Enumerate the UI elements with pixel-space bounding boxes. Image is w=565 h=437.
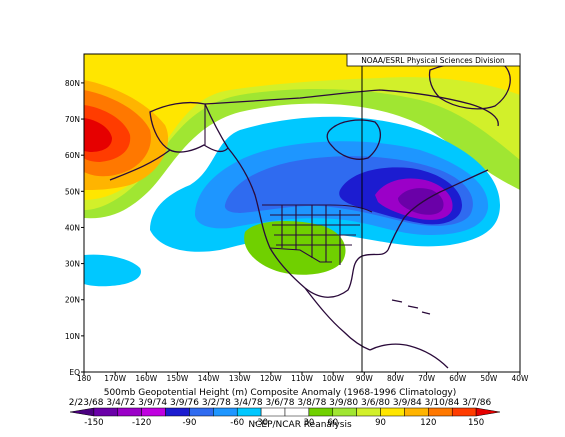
gulf-coast <box>304 249 389 298</box>
colorbar: -150 -120 -90 -60 -30 30 60 90 120 150 <box>69 407 501 428</box>
lon-tick-label: 120W <box>260 374 282 383</box>
lon-tick-label: 140W <box>198 374 220 383</box>
colorbar-swatch <box>69 407 95 417</box>
coastlines <box>109 61 511 369</box>
colorbar-swatch <box>93 407 119 417</box>
us-canada-border <box>262 204 373 213</box>
political-borders <box>204 104 373 265</box>
state-grid-1 <box>270 214 360 246</box>
colorbar-swatch <box>213 407 238 417</box>
colorbar-swatch <box>260 407 286 417</box>
colorbar-tick-label: -60 <box>230 418 244 428</box>
colorbar-swatch <box>380 407 405 417</box>
lat-tick-label: EQ <box>69 368 80 377</box>
colorbar-swatch <box>451 407 477 417</box>
colorbar-swatch <box>332 407 357 417</box>
longitude-axis: 180 170W 160W 150W 140W 130W 120W 110W 100W 90W 80… <box>77 372 529 383</box>
colorbar-swatch <box>284 407 310 417</box>
colorbar-tick-label: 90 <box>375 418 386 428</box>
positive-anomaly-gold <box>84 54 520 200</box>
lon-tick-label: 70W <box>418 374 436 383</box>
colorbar-tick-label: -30 <box>254 418 268 428</box>
colorbar-swatch <box>189 407 214 417</box>
map-plot-area <box>83 53 521 373</box>
lon-tick-label: 170W <box>104 374 126 383</box>
colorbar-tick-label: -120 <box>132 418 151 428</box>
canada-arctic <box>204 89 499 127</box>
east-coast <box>387 169 489 251</box>
anomaly-shading <box>84 54 520 287</box>
colorbar-swatch <box>141 407 166 417</box>
colorbar-tick-label: 120 <box>420 418 436 428</box>
caption-dates: 2/23/68 3/4/72 3/9/74 3/9/76 3/2/78 3/4/… <box>69 398 492 408</box>
lat-tick-label: 50N <box>65 187 80 196</box>
alaska-coast <box>149 101 229 153</box>
hudson-bay <box>326 119 381 160</box>
credit-text: NOAA/ESRL Physical Sciences Division <box>361 56 505 65</box>
lon-tick-label: 50W <box>480 374 498 383</box>
colorbar-tick-label: 30 <box>303 418 314 428</box>
caption-title: 500mb Geopotential Height (m) Composite … <box>104 388 457 398</box>
lon-tick-label: 130W <box>229 374 251 383</box>
colorbar-swatch <box>404 407 429 417</box>
lon-tick-label: 40W <box>512 374 530 383</box>
colorbar-swatch <box>165 407 190 417</box>
lon-tick-label: 110W <box>291 374 313 383</box>
colorbar-swatch <box>236 407 262 417</box>
lat-tick-label: 20N <box>65 296 80 305</box>
lon-tick-label: 90W <box>356 374 374 383</box>
lon-tick-label: 100W <box>322 374 344 383</box>
colorbar-tick-label: 150 <box>468 418 484 428</box>
colorbar-swatch <box>356 407 381 417</box>
lat-tick-label: 30N <box>65 260 80 269</box>
colorbar-tick-label: -150 <box>84 418 103 428</box>
lat-tick-label: 80N <box>65 79 80 88</box>
colorbar-swatch <box>428 407 453 417</box>
credit-box: NOAA/ESRL Physical Sciences Division <box>346 53 521 67</box>
lat-tick-label: 10N <box>65 332 80 341</box>
colorbar-swatch <box>308 407 334 417</box>
caribbean-islands <box>391 299 431 315</box>
lat-tick-label: 70N <box>65 115 80 124</box>
alaska-peninsula <box>109 149 171 181</box>
colorbar-tick-label: -90 <box>182 418 196 428</box>
lat-tick-label: 40N <box>65 223 80 232</box>
colorbar-swatch <box>475 407 501 417</box>
lat-tick-label: 60N <box>65 151 80 160</box>
lon-tick-label: 60W <box>449 374 467 383</box>
positive-anomaly-deepred <box>84 118 112 152</box>
south-america-north <box>369 343 449 369</box>
colorbar-swatch <box>117 407 142 417</box>
west-coast <box>227 147 306 289</box>
positive-anomaly-mexico <box>244 220 346 275</box>
latitude-axis: EQ 10N 20N 30N 40N 50N 60N 70N 80N <box>65 79 84 377</box>
lon-tick-label: 180 <box>77 374 92 383</box>
state-grid-2 <box>281 205 341 265</box>
lon-tick-label: 80W <box>387 374 405 383</box>
source-label: NCEP/NCAR Reanalysis <box>248 420 352 430</box>
lon-tick-label: 160W <box>135 374 157 383</box>
colorbar-tick-label: 60 <box>327 418 338 428</box>
lon-tick-label: 150W <box>167 374 189 383</box>
negative-anomaly-pacific <box>84 254 141 287</box>
negative-anomaly-purple2 <box>398 188 444 215</box>
